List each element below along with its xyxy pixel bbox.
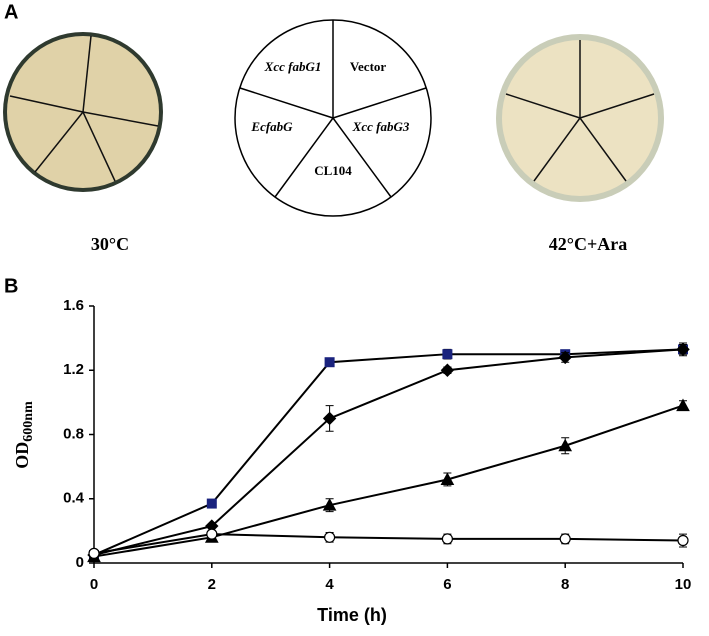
marker <box>324 531 336 543</box>
marker <box>559 533 571 545</box>
x-tick-label: 8 <box>561 576 569 593</box>
marker <box>558 350 572 365</box>
marker <box>206 528 218 540</box>
y-tick-label: 0 <box>76 554 84 571</box>
caption: 42°C+Ara <box>549 234 627 254</box>
series-line <box>93 533 684 555</box>
x-tick-label: 0 <box>90 576 98 593</box>
marker <box>441 533 453 545</box>
sector-label: Vector <box>350 59 387 74</box>
petri-dish <box>496 34 664 202</box>
caption: 30°C <box>91 234 129 254</box>
marker <box>324 357 335 368</box>
marker <box>88 547 100 559</box>
sector-label: Xcc fabG1 <box>264 59 322 74</box>
y-axis-label: OD600nm <box>12 401 36 469</box>
sector-label: CL104 <box>314 163 352 178</box>
marker <box>322 411 337 426</box>
series-line <box>93 348 684 556</box>
x-axis-label: Time (h) <box>317 605 387 625</box>
marker <box>558 438 573 452</box>
y-axis-label-sub: 600nm <box>21 401 36 442</box>
y-axis-label-main: OD <box>12 442 32 469</box>
x-tick-label: 6 <box>443 576 451 593</box>
marker <box>206 498 217 509</box>
sector-diagram <box>234 19 432 217</box>
marker <box>440 472 455 485</box>
panel-label: B <box>4 275 18 297</box>
x-tick-label: 10 <box>675 576 692 593</box>
marker <box>676 398 690 412</box>
x-tick-label: 4 <box>325 576 334 593</box>
petri-dish <box>3 32 163 192</box>
marker <box>442 349 453 360</box>
sector-label: Xcc fabG3 <box>352 119 410 134</box>
marker <box>677 534 689 547</box>
marker <box>322 498 337 511</box>
marker <box>440 363 455 377</box>
y-tick-label: 1.6 <box>63 297 84 314</box>
sector-label: EcfabG <box>250 119 293 134</box>
x-tick-label: 2 <box>208 576 216 593</box>
series-line <box>93 404 684 558</box>
y-tick-label: 0.8 <box>63 425 84 442</box>
panel-label: A <box>4 1 18 23</box>
series-line <box>93 348 684 556</box>
y-tick-label: 1.2 <box>63 361 84 378</box>
marker <box>676 342 690 357</box>
y-tick-label: 0.4 <box>63 490 85 507</box>
